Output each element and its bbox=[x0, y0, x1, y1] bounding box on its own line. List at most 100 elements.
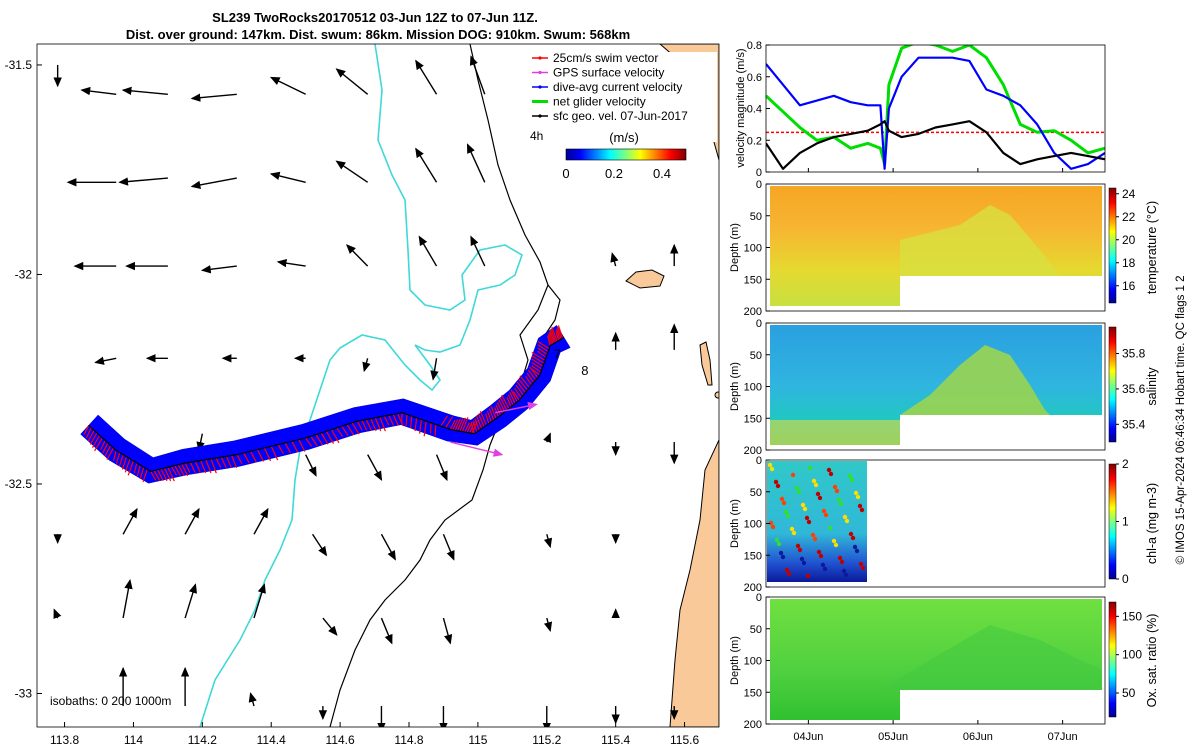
swim-vector bbox=[490, 405, 497, 419]
chl-dot bbox=[823, 512, 829, 518]
velocity-line bbox=[766, 56, 1105, 170]
swim-vector bbox=[423, 421, 427, 437]
cbar-tick-label: 18 bbox=[1122, 256, 1136, 270]
cbar-tick-label: 50 bbox=[1122, 686, 1136, 700]
swim-vector bbox=[392, 414, 399, 426]
map-annotations: 78 bbox=[554, 346, 589, 378]
chl-dot bbox=[768, 520, 774, 526]
cbar-label: Ox. sat. ratio (%) bbox=[1145, 614, 1159, 708]
chl-dot bbox=[785, 513, 791, 519]
velocity-axes: 0 0.2 0.4 0.6 0.8 bbox=[747, 40, 770, 179]
swim-vector bbox=[531, 358, 544, 367]
geo-vector bbox=[367, 454, 383, 482]
swim-vector bbox=[356, 420, 363, 431]
swim-vector bbox=[194, 461, 201, 473]
section-ylabel: Depth (m) bbox=[729, 362, 741, 411]
swim-vector bbox=[102, 442, 109, 454]
velocity-ytick-label: 0.4 bbox=[747, 104, 762, 116]
chl-dot bbox=[852, 544, 858, 550]
chl-dot bbox=[848, 531, 854, 537]
speed-colorbar-ticks: 0 0.2 0.4 bbox=[562, 166, 671, 181]
swim-vector bbox=[100, 440, 106, 451]
swim-vector bbox=[529, 366, 539, 378]
chl-dot bbox=[822, 566, 828, 572]
geo-vector bbox=[184, 583, 197, 619]
chl-dot bbox=[860, 565, 866, 571]
chl-dot bbox=[832, 484, 838, 490]
swim-vector bbox=[104, 445, 112, 457]
swim-vector bbox=[215, 457, 222, 468]
date-tick-label: 04Jun bbox=[793, 731, 823, 743]
section-ylabel: Depth (m) bbox=[729, 499, 741, 548]
cbar-tick-label: 35.4 bbox=[1122, 417, 1146, 431]
geo-vector bbox=[442, 533, 455, 561]
swim-vector bbox=[495, 404, 502, 416]
swim-vector bbox=[537, 350, 547, 358]
swim-vector bbox=[485, 413, 490, 424]
map-panel: 78 113.8 114 114.2 114.4 114.6 114.8 115 115.2 1… bbox=[5, 43, 720, 747]
legend-label: 25cm/s swim vector bbox=[553, 51, 658, 65]
map-xtick-label: 114.6 bbox=[326, 733, 355, 747]
cbar-label: chl-a (mg m-3) bbox=[1145, 483, 1159, 564]
swim-vector bbox=[531, 355, 545, 364]
swim-vector bbox=[236, 454, 243, 464]
map-xtick-label: 115 bbox=[468, 733, 487, 747]
swim-vector bbox=[461, 417, 469, 432]
chl-dot bbox=[843, 572, 849, 578]
swim-vector bbox=[452, 419, 459, 431]
geo-vector bbox=[430, 358, 439, 381]
dive-avg-current-ribbon bbox=[80, 325, 571, 484]
section-ytick-label: 50 bbox=[750, 211, 762, 223]
swim-vector bbox=[501, 394, 510, 409]
swim-vector bbox=[440, 415, 448, 427]
chl-dot bbox=[826, 467, 832, 473]
swim-vector bbox=[330, 429, 340, 444]
geo-vector bbox=[248, 692, 257, 707]
legend-marker bbox=[538, 85, 542, 89]
swim-vector bbox=[121, 456, 128, 470]
swim-vector bbox=[410, 416, 413, 429]
swim-vector bbox=[365, 419, 372, 431]
land-garden-island bbox=[699, 341, 713, 386]
geo-vector bbox=[190, 177, 237, 190]
map-ytick-label: -31.5 bbox=[5, 58, 33, 72]
chl-dot bbox=[849, 477, 855, 483]
swim-vector bbox=[459, 417, 466, 432]
geo-vector bbox=[543, 432, 551, 444]
geo-vector bbox=[543, 534, 553, 549]
section-ytick-label: 100 bbox=[744, 382, 762, 394]
swim-vector bbox=[91, 435, 101, 449]
chl-dot bbox=[828, 471, 834, 477]
chl-dot bbox=[841, 568, 847, 574]
geo-vector bbox=[80, 86, 117, 96]
geo-vector bbox=[311, 533, 328, 557]
swim-vector bbox=[525, 376, 533, 386]
date-tick-label: 06Jun bbox=[963, 731, 993, 743]
geo-vector bbox=[53, 608, 62, 620]
section-ytick-label: 0 bbox=[756, 592, 762, 604]
swim-vector bbox=[150, 471, 157, 481]
swim-vector bbox=[284, 442, 292, 454]
chl-dot bbox=[811, 478, 817, 484]
chl-dot bbox=[805, 573, 811, 579]
cbar-tick-label: 24 bbox=[1122, 187, 1136, 201]
legend-label: GPS surface velocity bbox=[553, 66, 664, 80]
swim-vector bbox=[518, 378, 528, 391]
chl-dot bbox=[831, 538, 837, 544]
chl-dot bbox=[795, 543, 801, 549]
swim-vector bbox=[170, 466, 178, 476]
swim-vector bbox=[478, 413, 485, 428]
cbar-tick-label: 2 bbox=[1122, 457, 1129, 471]
swim-vector bbox=[87, 430, 95, 442]
swim-vector bbox=[200, 460, 207, 474]
swim-vector bbox=[85, 427, 92, 439]
swim-vector bbox=[531, 361, 543, 370]
geo-vector bbox=[322, 617, 338, 636]
speed-colorbar bbox=[565, 148, 687, 161]
chl-dot bbox=[834, 488, 840, 494]
chl-dot bbox=[836, 497, 842, 503]
cbar-tick-label: 100 bbox=[1122, 648, 1142, 662]
